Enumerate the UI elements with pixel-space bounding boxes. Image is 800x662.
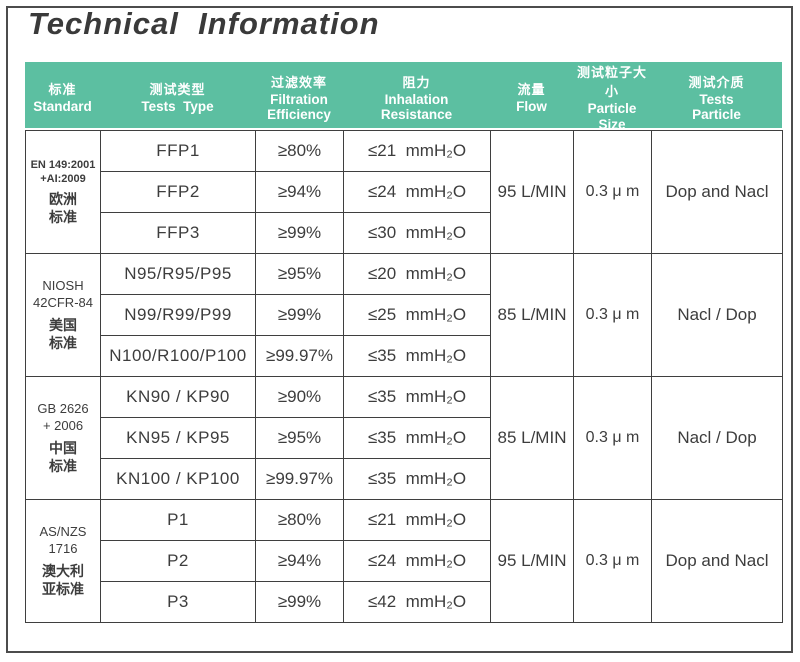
cell-flow: 85 L/MIN <box>490 253 574 377</box>
header-tests-particle-cn: 测试介质 <box>688 74 745 90</box>
header-tests-particle-en: Tests Particle <box>692 91 741 123</box>
standard-name-cn: 欧洲 标准 <box>49 191 77 226</box>
header-flow-en: Flow <box>516 99 547 115</box>
cell-efficiency: ≥99% <box>255 294 344 336</box>
cell-resistance: ≤25 mmH₂O <box>343 294 491 336</box>
header-flow: 流量 Flow <box>490 62 573 132</box>
header-filtration-efficiency-cn: 过滤效率 <box>270 74 327 90</box>
table-body: EN 149:2001 +AI:2009 欧洲 标准 FFP1 ≥80% ≤21… <box>25 130 783 623</box>
table-row: P3 ≥99% ≤42 mmH₂O <box>26 581 783 623</box>
cell-efficiency: ≥80% <box>255 499 344 541</box>
cell-flow: 95 L/MIN <box>490 130 574 254</box>
cell-test-medium: Nacl / Dop <box>651 376 783 500</box>
cell-efficiency: ≥94% <box>255 171 344 213</box>
table-header-row: 标准 Standard 测试类型 Tests Type 过滤效率 Filtrat… <box>25 62 782 132</box>
header-tests-type: 测试类型 Tests Type <box>100 62 255 132</box>
cell-particle-size: 0.3 μ m <box>573 376 652 500</box>
cell-efficiency: ≥94% <box>255 540 344 582</box>
cell-test-type: N95/R95/P95 <box>100 253 256 295</box>
table-row: AS/NZS 1716 澳大利 亚标准 P1 ≥80% ≤21 mmH₂O 95… <box>25 499 783 623</box>
cell-resistance: ≤35 mmH₂O <box>343 458 491 500</box>
table-row: EN 149:2001 +AI:2009 欧洲 标准 FFP1 ≥80% ≤21… <box>25 130 783 254</box>
standard-code: NIOSH 42CFR-84 <box>33 277 93 310</box>
table-row: NIOSH 42CFR-84 美国 标准 N95/R95/P95 ≥95% ≤2… <box>25 253 783 377</box>
header-tests-type-en: Tests Type <box>141 99 214 115</box>
cell-particle-size: 0.3 μ m <box>573 499 652 623</box>
header-standard-cn: 标准 <box>48 82 77 98</box>
header-tests-particle: 测试介质 Tests Particle <box>651 62 782 132</box>
cell-resistance: ≤24 mmH₂O <box>343 171 491 213</box>
header-standard-en: Standard <box>33 99 92 115</box>
header-inhalation-resistance-cn: 阻力 <box>402 74 431 90</box>
cell-test-type: FFP1 <box>100 130 256 172</box>
header-standard: 标准 Standard <box>25 62 100 132</box>
header-filtration-efficiency: 过滤效率 Filtration Efficiency <box>255 62 343 132</box>
cell-test-type: P2 <box>100 540 256 582</box>
page-title: Technical Information <box>28 6 380 41</box>
standard-name-cn: 美国 标准 <box>49 316 77 351</box>
cell-efficiency: ≥99% <box>255 581 344 623</box>
cell-test-medium: Dop and Nacl <box>651 130 783 254</box>
standard-name-cn: 中国 标准 <box>49 439 77 474</box>
technical-table: 标准 Standard 测试类型 Tests Type 过滤效率 Filtrat… <box>25 62 783 623</box>
cell-standard: GB 2626 + 2006 中国 标准 <box>25 376 101 500</box>
cell-standard: AS/NZS 1716 澳大利 亚标准 <box>25 499 101 623</box>
table-row: FFP2 ≥94% ≤24 mmH₂O <box>26 171 783 213</box>
cell-test-type: FFP2 <box>100 171 256 213</box>
cell-flow: 85 L/MIN <box>490 376 574 500</box>
header-inhalation-resistance: 阻力 Inhalation Resistance <box>343 62 490 132</box>
standard-code: EN 149:2001 +AI:2009 <box>30 158 96 185</box>
standard-code: AS/NZS 1716 <box>39 523 87 556</box>
standard-name-cn: 澳大利 亚标准 <box>42 562 84 597</box>
cell-resistance: ≤35 mmH₂O <box>343 335 491 377</box>
cell-test-medium: Dop and Nacl <box>651 499 783 623</box>
header-particle-size-en: Particle Size <box>587 101 637 132</box>
cell-test-type: P1 <box>100 499 256 541</box>
cell-efficiency: ≥95% <box>255 253 344 295</box>
cell-efficiency: ≥99.97% <box>255 335 344 377</box>
table-row: KN100 / KP100 ≥99.97% ≤35 mmH₂O <box>26 458 783 500</box>
cell-standard: EN 149:2001 +AI:2009 欧洲 标准 <box>25 130 101 254</box>
cell-resistance: ≤42 mmH₂O <box>343 581 491 623</box>
header-filtration-efficiency-en: Filtration Efficiency <box>267 91 331 123</box>
cell-test-type: FFP3 <box>100 212 256 254</box>
cell-test-type: KN100 / KP100 <box>100 458 256 500</box>
cell-resistance: ≤21 mmH₂O <box>343 130 491 172</box>
cell-particle-size: 0.3 μ m <box>573 253 652 377</box>
cell-test-type: KN90 / KP90 <box>100 376 256 418</box>
cell-test-type: KN95 / KP95 <box>100 417 256 459</box>
cell-test-type: N99/R99/P99 <box>100 294 256 336</box>
cell-particle-size: 0.3 μ m <box>573 130 652 254</box>
header-particle-size-cn: 测试粒子大小 <box>576 65 647 99</box>
standard-code: GB 2626 + 2006 <box>37 400 89 433</box>
table-row: P2 ≥94% ≤24 mmH₂O <box>26 540 783 582</box>
header-flow-cn: 流量 <box>517 82 546 98</box>
header-particle-size: 测试粒子大小 Particle Size <box>573 62 651 132</box>
table-row: FFP3 ≥99% ≤30 mmH₂O <box>26 212 783 254</box>
cell-resistance: ≤24 mmH₂O <box>343 540 491 582</box>
header-tests-type-cn: 测试类型 <box>149 82 206 98</box>
cell-resistance: ≤20 mmH₂O <box>343 253 491 295</box>
cell-efficiency: ≥99% <box>255 212 344 254</box>
cell-test-type: P3 <box>100 581 256 623</box>
cell-resistance: ≤21 mmH₂O <box>343 499 491 541</box>
table-row: GB 2626 + 2006 中国 标准 KN90 / KP90 ≥90% ≤3… <box>25 376 783 500</box>
cell-efficiency: ≥99.97% <box>255 458 344 500</box>
cell-standard: NIOSH 42CFR-84 美国 标准 <box>25 253 101 377</box>
cell-test-medium: Nacl / Dop <box>651 253 783 377</box>
cell-efficiency: ≥90% <box>255 376 344 418</box>
cell-flow: 95 L/MIN <box>490 499 574 623</box>
cell-test-type: N100/R100/P100 <box>100 335 256 377</box>
cell-resistance: ≤35 mmH₂O <box>343 376 491 418</box>
cell-resistance: ≤30 mmH₂O <box>343 212 491 254</box>
cell-efficiency: ≥80% <box>255 130 344 172</box>
cell-resistance: ≤35 mmH₂O <box>343 417 491 459</box>
cell-efficiency: ≥95% <box>255 417 344 459</box>
header-inhalation-resistance-en: Inhalation Resistance <box>380 91 453 123</box>
